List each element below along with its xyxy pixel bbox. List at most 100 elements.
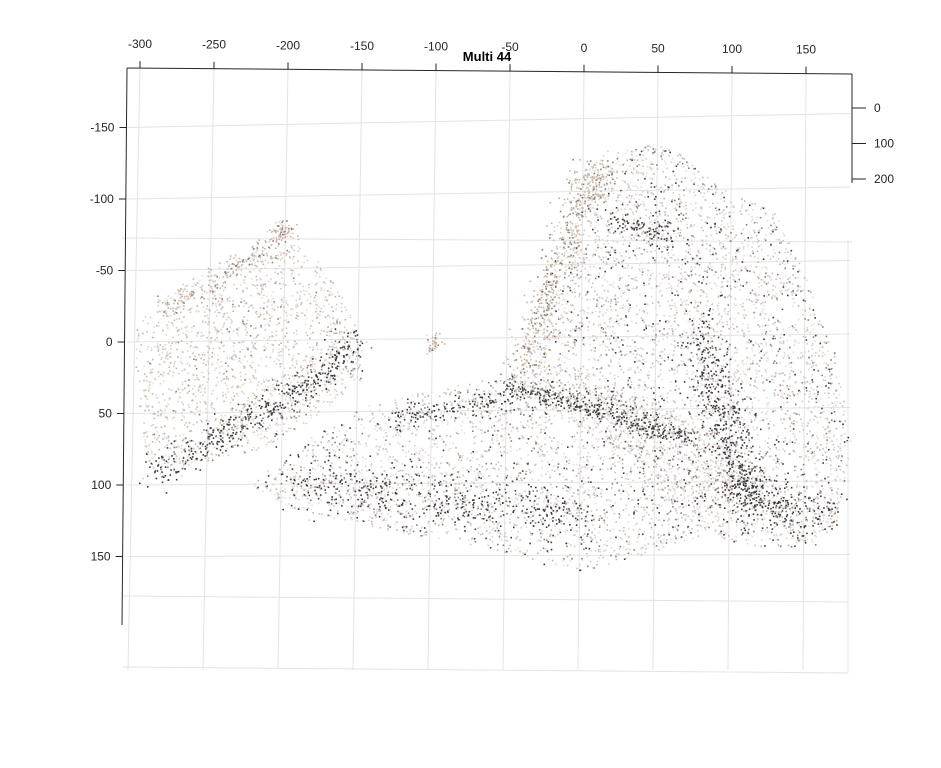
data-point bbox=[519, 472, 522, 474]
data-point bbox=[205, 408, 207, 410]
data-point bbox=[174, 299, 176, 302]
data-point bbox=[690, 532, 692, 534]
data-point bbox=[546, 494, 549, 497]
data-point bbox=[195, 408, 197, 410]
data-point bbox=[295, 374, 298, 377]
data-point bbox=[151, 452, 153, 454]
data-point bbox=[265, 379, 268, 381]
data-point bbox=[145, 445, 148, 448]
data-point bbox=[280, 231, 282, 234]
data-point bbox=[444, 475, 446, 477]
data-point bbox=[540, 523, 543, 526]
data-point bbox=[284, 488, 286, 490]
data-point bbox=[193, 325, 195, 327]
data-point bbox=[568, 459, 571, 462]
data-point bbox=[400, 422, 402, 425]
data-point bbox=[170, 348, 172, 350]
data-point bbox=[488, 475, 490, 477]
data-point bbox=[612, 528, 615, 530]
data-point bbox=[196, 282, 199, 284]
data-point bbox=[276, 494, 279, 497]
data-point bbox=[448, 508, 450, 511]
data-point bbox=[263, 413, 265, 415]
data-point bbox=[174, 360, 176, 363]
data-point bbox=[281, 385, 284, 387]
data-point bbox=[324, 372, 326, 375]
data-point bbox=[447, 421, 449, 424]
grid-line-horizontal bbox=[126, 113, 851, 128]
data-point bbox=[713, 434, 716, 436]
data-point bbox=[437, 514, 440, 517]
data-point bbox=[269, 473, 272, 476]
data-point bbox=[173, 468, 175, 471]
data-point bbox=[644, 498, 647, 500]
data-point bbox=[642, 488, 645, 490]
data-point bbox=[675, 419, 677, 421]
data-point bbox=[223, 313, 226, 315]
data-point bbox=[605, 435, 607, 438]
data-point bbox=[319, 488, 322, 491]
data-point bbox=[592, 465, 595, 468]
data-point bbox=[587, 481, 590, 483]
data-point bbox=[261, 250, 264, 252]
data-point bbox=[325, 277, 327, 279]
data-point bbox=[181, 362, 183, 365]
data-point bbox=[500, 454, 503, 457]
data-point bbox=[188, 421, 191, 424]
data-point bbox=[293, 244, 296, 247]
data-point bbox=[410, 453, 413, 455]
data-point bbox=[684, 434, 686, 437]
data-point bbox=[630, 472, 632, 475]
data-point bbox=[272, 389, 275, 392]
data-point bbox=[583, 541, 585, 543]
data-point bbox=[152, 382, 154, 385]
data-point bbox=[220, 301, 223, 303]
data-point bbox=[290, 381, 292, 384]
data-point bbox=[458, 390, 461, 393]
data-point bbox=[439, 484, 441, 486]
data-point bbox=[186, 342, 188, 345]
data-point bbox=[284, 384, 286, 386]
data-point bbox=[389, 486, 391, 488]
data-point bbox=[577, 493, 579, 495]
data-point bbox=[656, 420, 658, 422]
data-point bbox=[578, 425, 581, 427]
data-point bbox=[290, 314, 293, 316]
data-point bbox=[296, 312, 298, 314]
data-point bbox=[271, 413, 273, 415]
data-point bbox=[285, 327, 288, 330]
data-point bbox=[522, 552, 524, 554]
data-point bbox=[246, 399, 249, 402]
data-point bbox=[295, 299, 298, 302]
data-point bbox=[293, 262, 295, 265]
data-point bbox=[270, 389, 272, 392]
data-point bbox=[418, 474, 421, 477]
data-point bbox=[256, 287, 258, 290]
data-point bbox=[514, 500, 516, 503]
data-point bbox=[301, 384, 304, 387]
data-point bbox=[246, 424, 248, 426]
data-point bbox=[418, 452, 421, 455]
data-point bbox=[594, 550, 597, 552]
data-point bbox=[336, 318, 339, 320]
data-point bbox=[296, 401, 299, 404]
data-point bbox=[310, 325, 312, 327]
data-point bbox=[255, 348, 258, 351]
data-point bbox=[164, 311, 167, 313]
data-point bbox=[280, 271, 283, 273]
data-point bbox=[621, 462, 624, 465]
data-point bbox=[643, 480, 646, 482]
data-point bbox=[355, 494, 357, 497]
data-point bbox=[570, 403, 572, 405]
data-point bbox=[296, 362, 298, 365]
data-point bbox=[319, 352, 322, 355]
data-point bbox=[242, 425, 245, 428]
data-point bbox=[281, 221, 284, 223]
data-point bbox=[216, 287, 219, 289]
data-point bbox=[397, 503, 399, 506]
data-point bbox=[556, 381, 559, 384]
data-point bbox=[397, 434, 400, 436]
data-point bbox=[468, 383, 471, 386]
data-point bbox=[259, 256, 262, 259]
data-point bbox=[385, 448, 387, 450]
